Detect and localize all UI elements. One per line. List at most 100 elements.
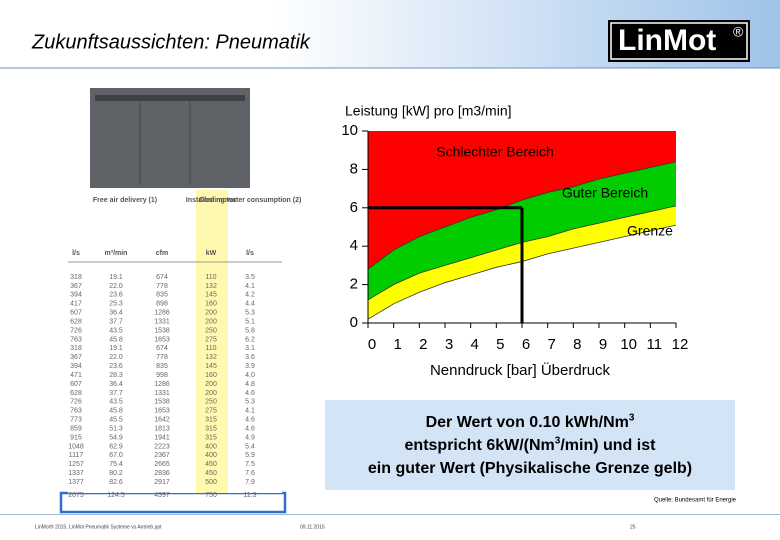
table-cell: 400 bbox=[205, 443, 217, 450]
table-cell: 160 bbox=[205, 372, 217, 379]
table-cell: 998 bbox=[156, 372, 168, 379]
table-cell: 394 bbox=[70, 292, 82, 299]
table-cell: 3.6 bbox=[245, 354, 255, 361]
table-cell: 67.0 bbox=[109, 452, 123, 459]
table-cell: 2367 bbox=[154, 452, 170, 459]
table-unit: kW bbox=[206, 250, 217, 257]
table-cell: 628 bbox=[70, 390, 82, 397]
table-cell: 367 bbox=[70, 283, 82, 290]
table-cell: 80.2 bbox=[109, 470, 123, 477]
table-cell: 25.3 bbox=[109, 301, 123, 308]
table-cell: 1331 bbox=[154, 390, 170, 397]
table-cell: 7.9 bbox=[245, 479, 255, 486]
table-cell: 726 bbox=[70, 399, 82, 406]
x-tick-label: 5 bbox=[496, 336, 504, 353]
table-cell: 1653 bbox=[154, 336, 170, 343]
table-cell: 859 bbox=[70, 425, 82, 432]
table-cell: 607 bbox=[70, 310, 82, 317]
table-cell: 200 bbox=[205, 381, 217, 388]
table-cell: 19.1 bbox=[109, 345, 123, 352]
table-cell: 36.4 bbox=[109, 381, 123, 388]
table-cell: 7.5 bbox=[245, 461, 255, 468]
table-cell: 23.6 bbox=[109, 363, 123, 370]
footer-date: 09.11.2015 bbox=[300, 524, 325, 530]
table-cell: 19.1 bbox=[109, 274, 123, 281]
area-label: Grenze bbox=[627, 223, 673, 239]
table-cell: 22.0 bbox=[109, 354, 123, 361]
y-tick-label: 0 bbox=[350, 314, 358, 331]
x-tick-label: 10 bbox=[620, 336, 637, 353]
x-tick-label: 1 bbox=[393, 336, 401, 353]
note-line: Der Wert von 0.10 kWh/Nm bbox=[425, 413, 629, 431]
table-cell: 23.6 bbox=[109, 292, 123, 299]
logo-frame bbox=[610, 22, 748, 60]
table-cell: 4.6 bbox=[245, 425, 255, 432]
table-cell: 400 bbox=[205, 452, 217, 459]
table-cell: 318 bbox=[70, 274, 82, 281]
table-cell: 200 bbox=[205, 318, 217, 325]
table-cell: 5.4 bbox=[245, 443, 255, 450]
table-cell: 1257 bbox=[68, 461, 84, 468]
table-group-header: Cooling water consumption (2) bbox=[199, 197, 302, 204]
area-band bbox=[368, 205, 676, 320]
slide-title: Zukunftsaussichten: Pneumatik bbox=[31, 31, 311, 53]
table-cell: 75.4 bbox=[109, 461, 123, 468]
table-cell: 674 bbox=[156, 345, 168, 352]
table-cell: 1813 bbox=[154, 425, 170, 432]
x-tick-label: 8 bbox=[573, 336, 581, 353]
table-cell: 3.9 bbox=[245, 363, 255, 370]
table-cell: 4397 bbox=[154, 492, 170, 499]
table-cell: 45.5 bbox=[109, 417, 123, 424]
source: Quelle: Bundesamt für Energie bbox=[654, 498, 737, 504]
table-cell: 450 bbox=[205, 470, 217, 477]
table-cell: 750 bbox=[205, 492, 217, 499]
table-cell: 132 bbox=[205, 354, 217, 361]
x-tick-label: 7 bbox=[547, 336, 555, 353]
x-tick-label: 2 bbox=[419, 336, 427, 353]
compressor-image bbox=[90, 88, 250, 188]
table-group-header: Free air delivery (1) bbox=[93, 197, 157, 204]
table-cell: 275 bbox=[205, 408, 217, 415]
table-cell: 36.4 bbox=[109, 310, 123, 317]
table-cell: 2665 bbox=[154, 461, 170, 468]
table-cell: 628 bbox=[70, 318, 82, 325]
table-group-header: Installed motor bbox=[186, 197, 236, 204]
table-cell: 37.7 bbox=[109, 390, 123, 397]
table-cell: 763 bbox=[70, 336, 82, 343]
table-cell: 773 bbox=[70, 417, 82, 424]
table-cell: 4.0 bbox=[245, 372, 255, 379]
note-box: Der Wert von 0.10 kWh/Nm3 entspricht 6kW… bbox=[325, 400, 735, 490]
area-label: Schlechter Bereich bbox=[436, 144, 554, 160]
table-cell: 2836 bbox=[154, 470, 170, 477]
table-cell: 2223 bbox=[154, 443, 170, 450]
table-cell: 110 bbox=[205, 274, 216, 281]
logo-box bbox=[608, 20, 750, 62]
x-tick-label: 0 bbox=[368, 336, 376, 353]
table-cell: 37.7 bbox=[109, 318, 123, 325]
x-tick-label: 3 bbox=[445, 336, 453, 353]
table-cell: 471 bbox=[70, 372, 82, 379]
note-line: ein guter Wert (Physikalische Grenze gel… bbox=[367, 459, 693, 477]
table-cell: 2917 bbox=[154, 479, 170, 486]
table-cell: 778 bbox=[156, 283, 168, 290]
table-cell: 315 bbox=[205, 425, 217, 432]
table-cell: 394 bbox=[70, 363, 82, 370]
y-tick-label: 2 bbox=[350, 276, 358, 293]
table-cell: 43.5 bbox=[109, 327, 123, 334]
table-cell: 45.8 bbox=[109, 408, 123, 415]
table-cell: 763 bbox=[70, 408, 82, 415]
table-cell: 318 bbox=[70, 345, 82, 352]
table-cell: 145 bbox=[205, 363, 217, 370]
table-cell: 28.3 bbox=[109, 372, 123, 379]
highlight-column bbox=[196, 190, 228, 493]
x-tick-label: 6 bbox=[522, 336, 530, 353]
table-cell: 1337 bbox=[68, 470, 84, 477]
table-cell: 417 bbox=[70, 301, 82, 308]
y-tick-label: 6 bbox=[350, 199, 358, 216]
y-tick-label: 10 bbox=[341, 122, 358, 139]
x-tick-label: 12 bbox=[672, 336, 689, 353]
y-tick-label: 4 bbox=[350, 237, 358, 254]
x-tick-label: 9 bbox=[599, 336, 607, 353]
table-cell: 915 bbox=[70, 434, 82, 441]
